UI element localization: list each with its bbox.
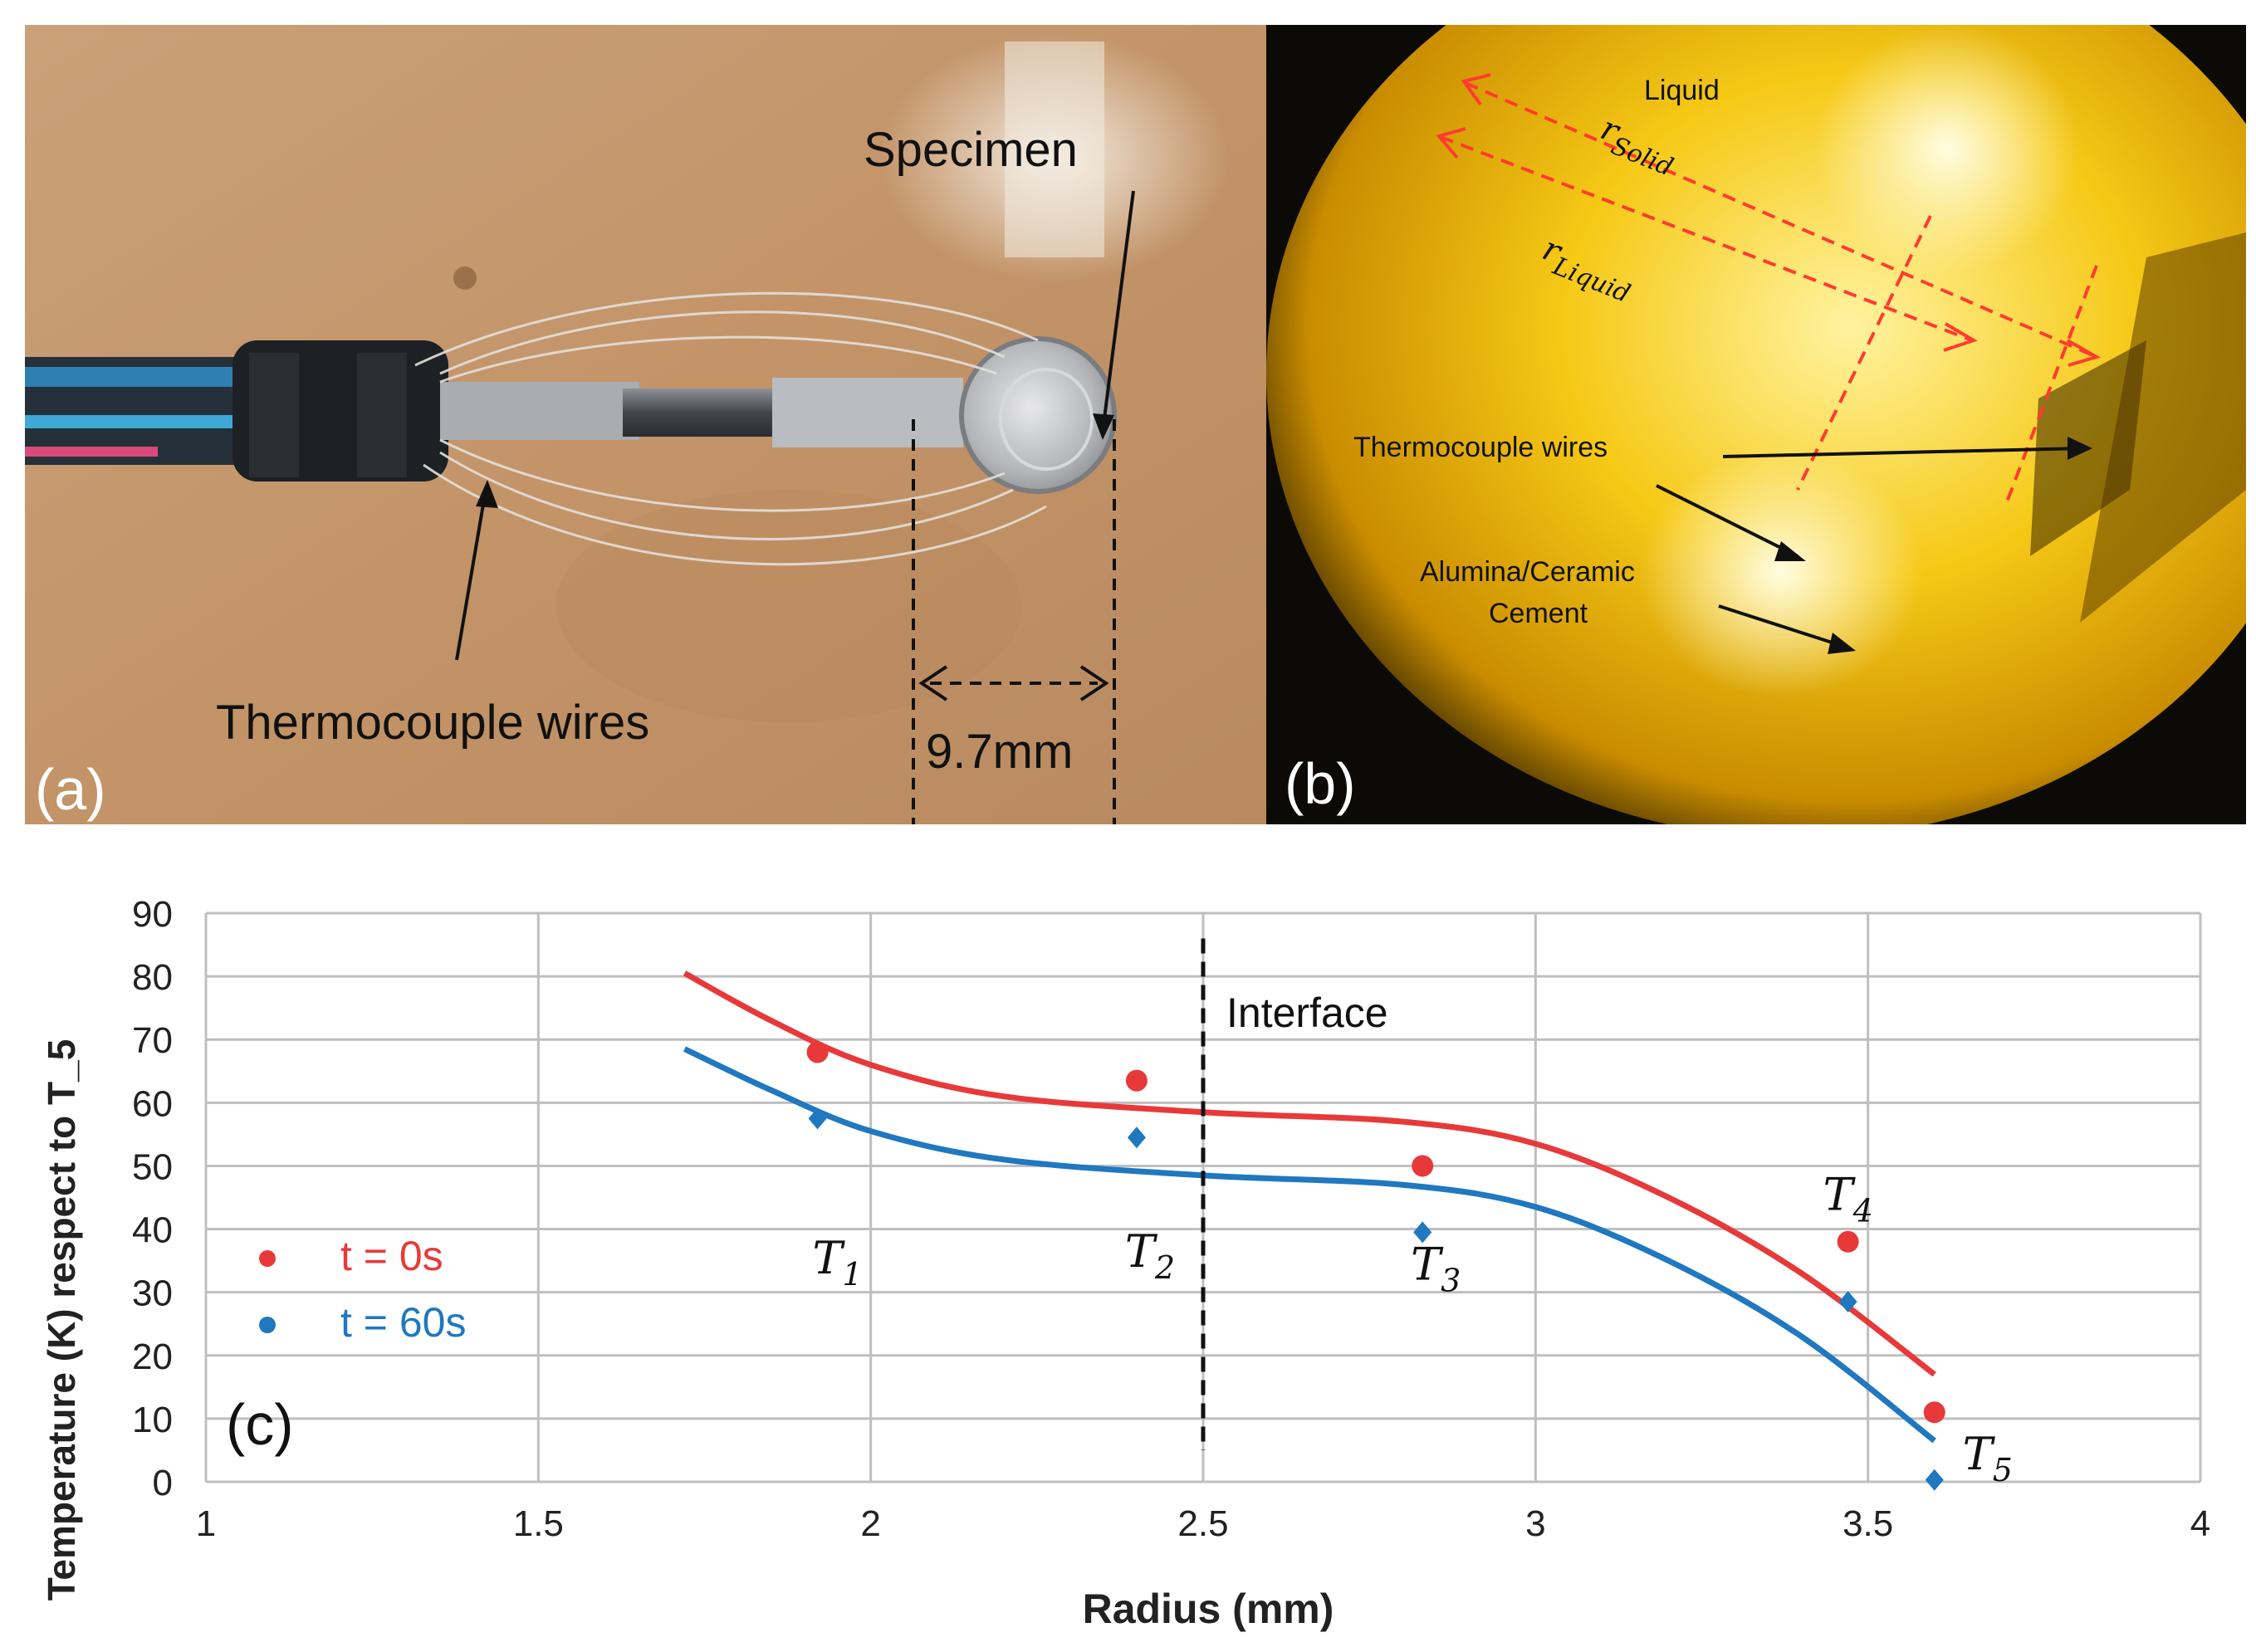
thermocouple-wires-label: Thermocouple wires [216, 696, 649, 750]
panel-c-label: (c) [226, 1392, 294, 1457]
x-tick-labels: 1 1.5 2 2.5 3 3.5 4 [196, 1503, 2210, 1544]
x-tick-label: 2 [860, 1503, 880, 1544]
cement-label-1: Alumina/Ceramic [1420, 556, 1635, 588]
x-tick-label: 3.5 [1842, 1503, 1893, 1544]
panel-a-label: (a) [35, 757, 106, 822]
x-tick-label: 4 [2190, 1503, 2210, 1544]
y-axis-label: Temperature (K) respect to T_5 [40, 1039, 83, 1601]
legend-marker-t0 [259, 1250, 276, 1267]
specimen-label: Specimen [864, 123, 1078, 177]
temperature-chart: 1 1.5 2 2.5 3 3.5 4 0 10 20 30 40 50 60 70 80 90 T1 T2 T3… [40, 894, 2210, 1632]
y-tick-label: 40 [132, 1210, 173, 1251]
fit-curve-series-0 [683, 970, 1936, 1377]
point-series-0-0 [806, 1041, 829, 1063]
fit-curve-series-1 [683, 1046, 1936, 1444]
x-tick-label: 3 [1525, 1503, 1545, 1544]
x-tick-label: 2.5 [1177, 1503, 1228, 1544]
point-series-0-4 [1923, 1401, 1945, 1424]
cement-label-2: Cement [1489, 598, 1588, 629]
x-tick-label: 1 [196, 1503, 216, 1544]
point-series-1-2 [1413, 1221, 1432, 1244]
sensor-label-1: T1 [813, 1232, 863, 1293]
y-tick-labels: 0 10 20 30 40 50 60 70 80 90 [132, 894, 173, 1503]
y-tick-label: 60 [132, 1083, 173, 1124]
legend-label-t0: t = 0s [340, 1233, 443, 1279]
melt-photo: Liquid rSolid rLiquid Thermocouple wires… [1266, 25, 2246, 824]
interface-label: Interface [1226, 990, 1388, 1036]
y-tick-label: 70 [132, 1020, 173, 1061]
point-series-1-1 [1127, 1127, 1146, 1149]
point-series-0-3 [1837, 1230, 1859, 1253]
legend-marker-t60 [259, 1317, 276, 1333]
point-series-0-1 [1125, 1069, 1148, 1092]
b-thermocouple-wires-label: Thermocouple wires [1353, 432, 1608, 463]
y-tick-label: 0 [153, 1463, 173, 1503]
sensor-label-4: T4 [1823, 1169, 1873, 1229]
x-tick-label: 1.5 [513, 1503, 564, 1544]
y-tick-label: 30 [132, 1273, 173, 1314]
y-tick-label: 80 [132, 957, 173, 998]
sensor-annotations: T1 T2 T3 T4 T5 [813, 1169, 2013, 1488]
y-tick-label: 90 [132, 894, 173, 935]
y-tick-label: 50 [132, 1146, 173, 1187]
y-tick-label: 10 [132, 1400, 173, 1440]
liquid-label: Liquid [1644, 75, 1720, 106]
point-series-1-0 [808, 1107, 827, 1130]
data-points [806, 1041, 1945, 1491]
sensor-label-5: T5 [1963, 1428, 2013, 1488]
point-series-0-2 [1412, 1155, 1434, 1177]
point-series-1-4 [1925, 1469, 1944, 1491]
sensor-label-3: T3 [1411, 1238, 1461, 1298]
legend-label-t60: t = 60s [340, 1299, 467, 1346]
point-series-1-3 [1838, 1291, 1857, 1313]
panel-b-photo: Liquid rSolid rLiquid Thermocouple wires… [1266, 25, 2246, 824]
panel-c-chart: 1 1.5 2 2.5 3 3.5 4 0 10 20 30 40 50 60 70 80 90 T1 T2 T3… [0, 830, 2256, 1652]
y-tick-label: 20 [132, 1337, 173, 1377]
panel-b-label: (b) [1285, 751, 1356, 816]
legend: t = 0s t = 60s [259, 1233, 467, 1346]
specimen-photo: Specimen Thermocouple wires 9.7mm (a) [25, 25, 1266, 824]
panel-a-photo: Specimen Thermocouple wires 9.7mm (a) [25, 25, 1266, 824]
fit-curves [683, 970, 1936, 1444]
x-axis-label: Radius (mm) [1083, 1586, 1334, 1632]
sensor-label-2: T2 [1125, 1225, 1175, 1286]
dimension-label: 9.7mm [926, 725, 1073, 779]
